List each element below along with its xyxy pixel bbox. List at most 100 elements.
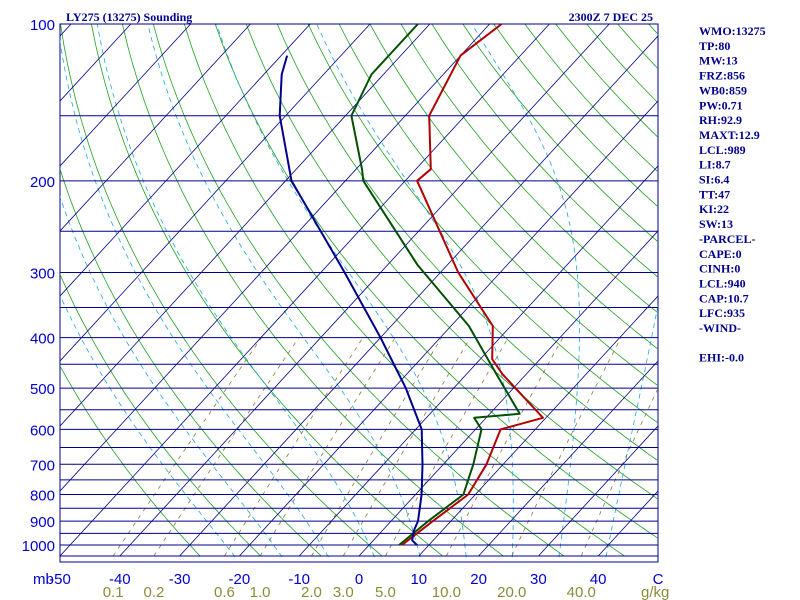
dry-adiabat-line [369,24,658,350]
pressure-tick-label: 900 [30,514,55,531]
moist-adiabat-line [60,37,329,558]
temperature-tick-label: -30 [169,571,191,588]
isotherm-line [60,24,311,297]
stat-line: LFC:935 [699,306,745,320]
temperature-tick-label: 40 [590,571,607,588]
mixing-ratio-line [259,337,396,557]
stat-line: MAXT:12.9 [699,128,760,142]
isotherm-line [60,24,191,167]
mixing-ratio-unit: g/kg [641,584,669,600]
dry-adiabat-line [152,24,565,557]
mixing-ratio-line [112,337,262,557]
temperature-axis: -50 -40 -30 -20 -10 0 10 20 30 40 C [49,571,663,588]
dry-adiabat-line [431,24,658,278]
stat-line: SI:6.4 [699,173,729,187]
dry-adiabat-line [60,167,322,557]
dry-adiabat-line [400,24,658,314]
mixing-ratio-line [511,337,622,557]
pressure-tick-label: 200 [30,174,55,191]
moist-adiabat-line [96,24,375,558]
dry-adiabat-line [60,365,201,557]
stat-line: TT:47 [699,187,730,201]
mixing-ratio-line [342,337,471,557]
dry-adiabat-line [91,24,443,557]
temperature-tick-label: 20 [470,571,487,588]
moist-adiabat-line [316,24,514,558]
stat-line: LI:8.7 [699,158,731,172]
pressure-tick-label: 800 [30,487,55,504]
mixing-ratio-tick-label: 0.2 [144,584,165,600]
mixing-ratio-line [224,337,364,557]
dry-adiabat-line [245,24,658,500]
moist-adiabat-line [60,195,283,558]
temperature-profile-line [401,24,544,546]
stat-line: -WIND- [699,321,741,335]
isotherm-line [119,24,610,557]
stat-line: PW:0.71 [699,98,743,112]
stat-line: KI:22 [699,202,729,216]
dry-adiabat-line [276,24,658,462]
mixing-ratio-tick-label: 3.0 [333,584,354,600]
moist-adiabat-line [147,24,421,558]
isotherm-line [60,24,490,492]
moist-adiabat-line [605,303,658,558]
isotherm-line [60,24,371,362]
temperature-tick-label: C [653,571,664,588]
stat-line: WB0:859 [699,83,747,97]
pressure-tick-label: 100 [30,17,55,34]
mixing-ratio-line [153,337,300,557]
mixing-ratio-tick-label: 0.1 [103,584,124,600]
pressure-tick-label: 400 [30,331,55,348]
dewpoint-profile-line [350,24,521,546]
mixing-ratio-tick-label: 0.6 [214,584,235,600]
pressure-axis: 100 200 300 400 500 600 700 800 900 1000 [22,17,55,555]
mixing-ratio-tick-label: 5.0 [375,584,396,600]
stat-line: CINH:0 [699,262,740,276]
isotherm-line [358,230,658,557]
stat-line: TP:80 [699,39,730,53]
isotherm-line [418,295,658,557]
stat-line: RH:92.9 [699,113,742,127]
moist-adiabat-line [471,24,580,558]
temperature-tick-label: 10 [410,571,427,588]
moist-adiabat-line [60,294,236,558]
dry-adiabat-line [307,24,658,424]
temperature-tick-label: -10 [288,571,310,588]
stats-panel: WMO:13275TP:80MW:13FRZ:856WB0:859PW:0.71… [699,24,766,365]
isotherm-line [538,425,658,557]
dry-adiabat-line [338,24,658,387]
isotherm-line [60,24,550,557]
mixing-ratio-tick-label: 1.0 [250,584,271,600]
mixing-ratio-lines [112,337,658,557]
stat-line: LCL:989 [699,143,746,157]
mixing-ratio-tick-label: 40.0 [567,584,596,600]
isotherms [60,24,658,557]
pressure-tick-label: 1000 [22,538,55,555]
pressure-tick-label: 300 [30,266,55,283]
mixing-ratio-tick-label: 2.0 [301,584,322,600]
mixing-ratio-line [445,337,564,557]
mixing-ratio-line [580,387,658,557]
stat-line: CAP:10.7 [699,291,749,305]
moist-adiabats [60,24,658,558]
parcel-profile-line [278,55,424,546]
mixing-ratio-tick-label: 20.0 [497,584,526,600]
mixing-ratio-line [385,337,509,557]
dry-adiabat-line [214,24,658,539]
pressure-tick-label: 500 [30,381,55,398]
isotherm-line [60,24,431,427]
chart-datetime: 2300Z 7 DEC 25 [569,10,653,24]
stat-line: WMO:13275 [699,24,766,38]
temperature-tick-label: -40 [109,571,131,588]
mixing-ratio-axis: 0.1 0.2 0.6 1.0 2.0 3.0 5.0 10.0 20.0 40.0 [103,584,596,600]
dry-adiabat-line [122,24,504,557]
pressure-tick-label: 600 [30,422,55,439]
pressure-tick-label: 700 [30,457,55,474]
mixing-ratio-tick-label: 10.0 [432,584,461,600]
stat-line: CAPE:0 [699,247,742,261]
mixing-ratio-line [311,337,442,557]
temperature-tick-label: 30 [530,571,547,588]
pressure-unit: mb [33,571,54,588]
